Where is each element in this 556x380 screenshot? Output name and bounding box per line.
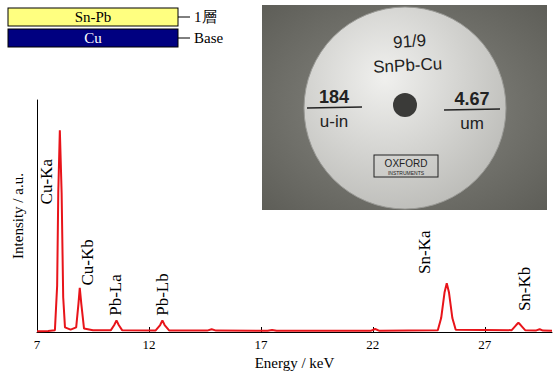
svg-text:12: 12 [142,337,155,352]
svg-text:184: 184 [319,87,349,107]
svg-text:Cu-Ka: Cu-Ka [37,159,56,205]
svg-text:27: 27 [478,337,492,352]
svg-text:Sn-Pb: Sn-Pb [75,9,112,25]
svg-text:OXFORD: OXFORD [385,158,428,169]
svg-text:Pb-Lb: Pb-Lb [153,273,172,316]
svg-text:SnPb-Cu: SnPb-Cu [373,54,443,77]
svg-text:17: 17 [254,337,268,352]
svg-text:Pb-La: Pb-La [106,274,125,316]
svg-text:Energy / keV: Energy / keV [255,355,335,371]
svg-text:um: um [460,114,484,133]
svg-text:Intensity / a.u.: Intensity / a.u. [10,173,26,259]
svg-text:Base: Base [194,30,224,46]
svg-text:22: 22 [366,337,379,352]
svg-text:Sn-Kb: Sn-Kb [515,267,534,311]
svg-text:1層: 1層 [194,9,217,25]
svg-text:u-in: u-in [320,112,348,131]
svg-text:Sn-Ka: Sn-Ka [415,230,434,274]
svg-text:INSTRUMENTS: INSTRUMENTS [388,170,425,176]
svg-text:7: 7 [34,337,41,352]
svg-text:Cu-Kb: Cu-Kb [78,239,97,285]
svg-text:91/9: 91/9 [392,31,426,52]
svg-text:4.67: 4.67 [454,89,489,109]
svg-text:Cu: Cu [84,30,102,46]
